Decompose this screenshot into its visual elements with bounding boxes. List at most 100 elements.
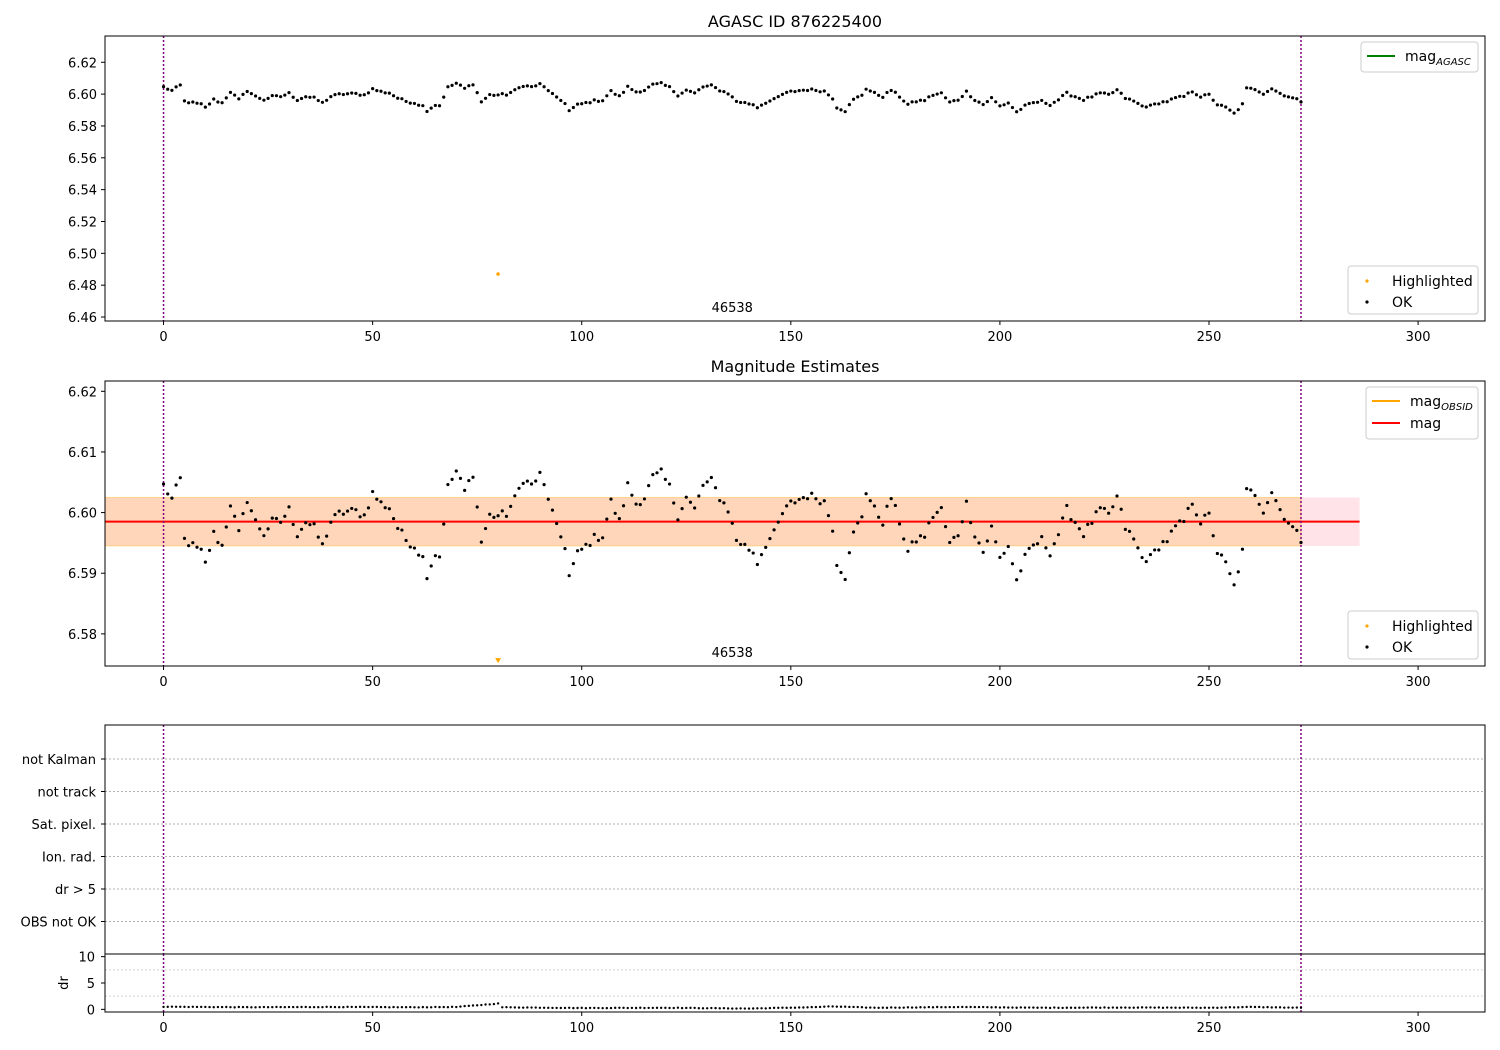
chart-title: AGASC ID 876225400	[708, 12, 882, 31]
data-point-ok	[375, 497, 379, 501]
dr-point	[375, 1005, 379, 1009]
data-point-ok	[1169, 529, 1173, 533]
data-point-ok	[1178, 519, 1182, 523]
data-point-ok	[379, 500, 383, 504]
x-tick-label: 250	[1197, 330, 1222, 345]
data-point-ok	[534, 84, 538, 88]
data-point-ok	[279, 95, 283, 99]
dr-point	[843, 1005, 847, 1008]
data-point-ok	[371, 86, 375, 91]
data-point-ok	[333, 93, 337, 97]
dr-point	[567, 1006, 571, 1009]
data-point-ok	[839, 108, 843, 112]
data-point-ok	[801, 88, 805, 92]
data-point-ok	[634, 502, 638, 506]
data-point-ok	[283, 93, 287, 97]
y-tick-label: 0	[87, 1003, 95, 1018]
data-point-ok	[893, 90, 897, 94]
x-tick-label: 50	[364, 1021, 381, 1036]
y-tick-label: 6.62	[68, 385, 97, 400]
data-point-ok	[1031, 101, 1035, 105]
data-point-ok	[245, 89, 249, 94]
data-point-ok	[1261, 511, 1265, 515]
dr-point	[308, 1005, 312, 1009]
data-point-ok	[818, 502, 822, 506]
data-point-ok	[1245, 487, 1249, 491]
dr-point	[1002, 1006, 1006, 1009]
legend-marker-ok	[1365, 300, 1369, 304]
data-point-ok	[860, 515, 864, 519]
data-point-ok	[772, 97, 776, 101]
dr-point	[710, 1006, 713, 1010]
data-point-ok	[203, 560, 207, 564]
data-point-ok	[1194, 513, 1199, 517]
dr-point	[764, 1007, 767, 1010]
dr-point	[726, 1007, 730, 1010]
data-point-ok	[663, 83, 667, 87]
data-point-ok	[759, 103, 764, 107]
data-point-ok	[1286, 521, 1291, 525]
marker-legend-box	[1347, 265, 1479, 315]
dr-point	[1057, 1006, 1060, 1010]
data-point-ok	[224, 96, 228, 100]
data-point-ok	[262, 98, 266, 102]
data-point-ok	[1136, 101, 1140, 105]
dr-point	[781, 1006, 784, 1009]
data-point-ok	[1161, 539, 1165, 544]
data-point-ok	[1144, 105, 1148, 109]
data-point-ok	[914, 540, 918, 544]
data-point-ok	[546, 497, 550, 501]
data-point-ok	[885, 90, 889, 95]
dr-point	[1165, 1006, 1169, 1009]
data-point-ok	[542, 85, 546, 89]
data-point-ok	[253, 94, 258, 98]
data-point-ok	[417, 553, 421, 557]
data-point-ok	[609, 497, 613, 501]
data-point-ok	[638, 90, 642, 94]
data-point-ok	[847, 551, 851, 555]
dr-point	[693, 1006, 696, 1010]
data-point-ok	[797, 89, 801, 93]
data-point-ok	[375, 88, 379, 93]
dr-point	[944, 1006, 947, 1009]
data-point-ok	[1249, 86, 1253, 90]
dr-point	[321, 1005, 324, 1009]
data-point-ok	[546, 89, 550, 93]
data-point-ok	[504, 514, 509, 518]
dr-point	[760, 1007, 763, 1010]
data-point-ok	[1245, 86, 1249, 90]
data-point-ok	[329, 95, 333, 99]
data-point-ok	[897, 95, 902, 99]
dr-point	[162, 1005, 165, 1009]
dr-point	[179, 1005, 182, 1008]
dr-point	[463, 1004, 466, 1008]
data-point-ok	[939, 91, 943, 95]
data-point-ok	[417, 103, 421, 107]
data-point-ok	[299, 96, 304, 101]
dr-point	[492, 1002, 496, 1006]
data-point-ok	[454, 469, 458, 473]
dr-point	[1207, 1006, 1211, 1009]
data-point-ok	[755, 562, 759, 567]
data-point-ok	[772, 528, 776, 532]
dr-point	[618, 1006, 621, 1009]
dr-point	[714, 1006, 717, 1010]
dr-point	[1257, 1005, 1261, 1009]
data-point-ok	[555, 521, 559, 526]
data-point-ok	[680, 507, 684, 511]
data-point-ok	[241, 512, 245, 516]
dr-point	[1278, 1006, 1282, 1009]
data-point-ok	[295, 98, 299, 103]
data-point-ok	[1190, 502, 1194, 506]
data-point-ok	[429, 106, 433, 110]
data-point-ok	[195, 545, 199, 549]
data-point-ok	[492, 93, 496, 97]
data-point-ok	[279, 520, 283, 524]
data-point-ok	[835, 106, 839, 110]
dr-point	[981, 1005, 985, 1009]
data-point-ok	[1123, 527, 1127, 531]
data-point-ok	[475, 91, 479, 95]
data-point-ok	[1157, 102, 1161, 106]
x-tick-label: 0	[159, 675, 167, 690]
